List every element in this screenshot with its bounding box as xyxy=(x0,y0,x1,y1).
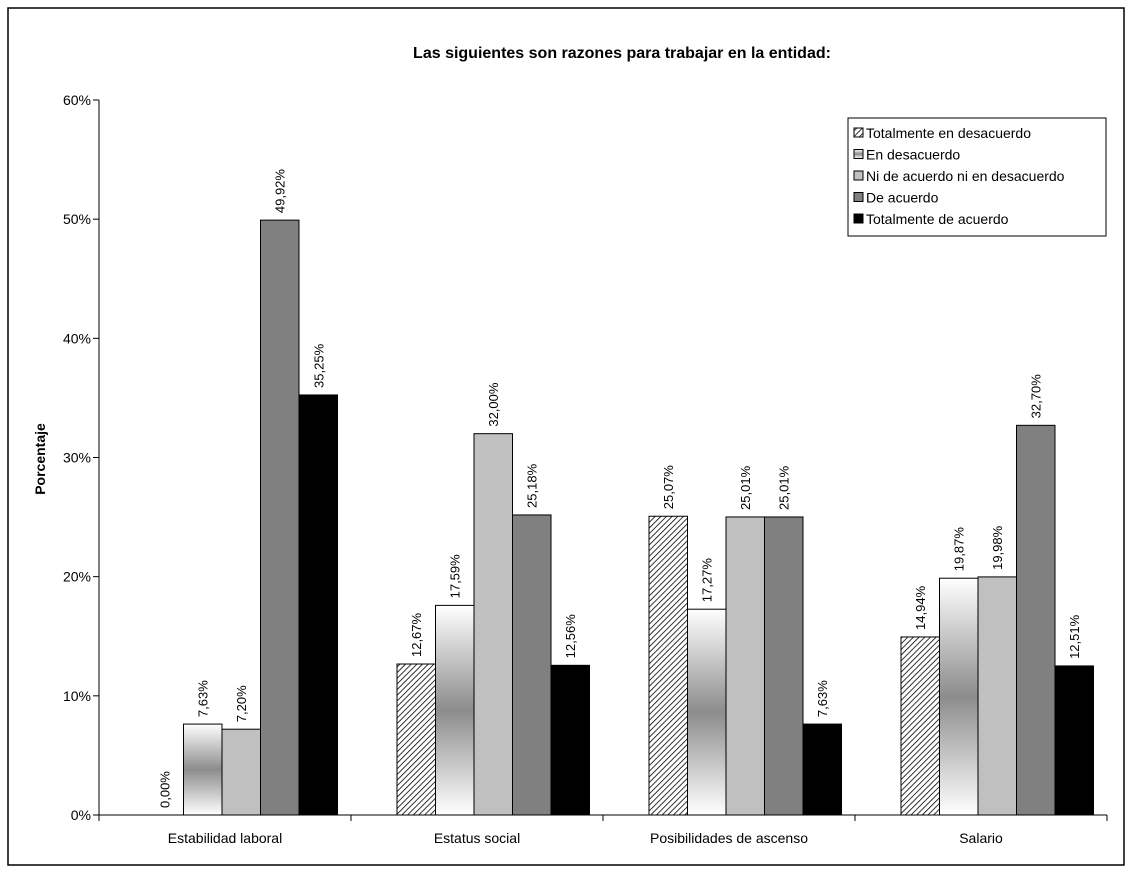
data-label: 19,87% xyxy=(952,527,967,572)
data-label: 19,98% xyxy=(990,525,1005,570)
legend-entry: Totalmente en desacuerdo xyxy=(866,125,1031,141)
data-labels: 0,00% 7,63% 7,20% 49,92% 35,25% 12,67% 17,59% 3… xyxy=(157,169,1082,808)
bar xyxy=(725,516,765,816)
x-tick-label: Posibilidades de ascenso xyxy=(650,830,808,846)
data-label: 32,70% xyxy=(1029,374,1044,419)
bar xyxy=(764,516,804,816)
data-label: 7,20% xyxy=(234,685,249,722)
data-label: 25,01% xyxy=(777,465,792,510)
data-label: 32,00% xyxy=(486,382,501,427)
bar xyxy=(298,394,338,816)
data-label: 0,00% xyxy=(157,771,172,808)
data-label: 7,63% xyxy=(815,680,830,717)
data-label: 7,63% xyxy=(196,680,211,717)
y-tick-label: 0% xyxy=(71,807,91,823)
bar xyxy=(260,219,300,816)
legend-entry: De acuerdo xyxy=(866,190,939,206)
legend-box xyxy=(847,117,1107,237)
bar xyxy=(1054,665,1094,816)
data-label: 49,92% xyxy=(273,169,288,214)
legend-swatch xyxy=(853,149,864,159)
bar xyxy=(900,636,940,816)
y-axis-label: Porcentaje xyxy=(32,423,48,495)
y-tick-label: 10% xyxy=(63,688,91,704)
bar xyxy=(473,433,513,816)
data-label: 12,51% xyxy=(1067,614,1082,659)
x-tick-label: Salario xyxy=(959,830,1003,846)
data-label: 17,27% xyxy=(700,558,715,603)
y-tick-label: 20% xyxy=(63,569,91,585)
y-tick-label: 60% xyxy=(63,92,91,108)
legend-entry: Totalmente de acuerdo xyxy=(866,211,1009,227)
bar xyxy=(648,515,688,816)
bar xyxy=(183,723,223,816)
x-tick-label: Estatus social xyxy=(434,830,520,846)
bar xyxy=(939,577,979,816)
data-label: 17,59% xyxy=(448,554,463,599)
bar xyxy=(221,728,261,816)
legend-swatch xyxy=(853,127,864,138)
data-label: 12,67% xyxy=(409,612,424,657)
legend-swatch xyxy=(853,213,864,224)
data-label: 25,07% xyxy=(661,465,676,510)
y-tick-label: 50% xyxy=(63,211,91,227)
chart-title: Las siguientes son razones para trabajar… xyxy=(413,45,831,62)
bar xyxy=(687,608,727,816)
legend-entry: Ni de acuerdo ni en desacuerdo xyxy=(866,168,1065,184)
data-label: 14,94% xyxy=(913,585,928,630)
legend: Totalmente en desacuerdo En desacuerdo Ni … xyxy=(847,117,1107,237)
bar xyxy=(512,514,552,816)
data-label: 35,25% xyxy=(311,343,326,388)
bar xyxy=(1016,424,1056,816)
bars xyxy=(183,219,1094,816)
y-tick-label: 40% xyxy=(63,330,91,346)
bar xyxy=(396,663,436,816)
legend-entry: En desacuerdo xyxy=(866,147,960,163)
x-tick-label: Estabilidad laboral xyxy=(168,830,282,846)
y-tick-label: 30% xyxy=(63,450,91,466)
bar xyxy=(550,664,590,816)
bar xyxy=(435,604,475,816)
y-axis: 0% 10% 20% 30% 40% 50% 60% xyxy=(63,92,100,823)
bar xyxy=(977,576,1017,816)
legend-swatch xyxy=(853,192,864,202)
data-label: 25,01% xyxy=(738,465,753,510)
bar xyxy=(802,723,842,816)
data-label: 25,18% xyxy=(525,463,540,508)
legend-swatch xyxy=(853,170,864,181)
data-label: 12,56% xyxy=(563,614,578,659)
